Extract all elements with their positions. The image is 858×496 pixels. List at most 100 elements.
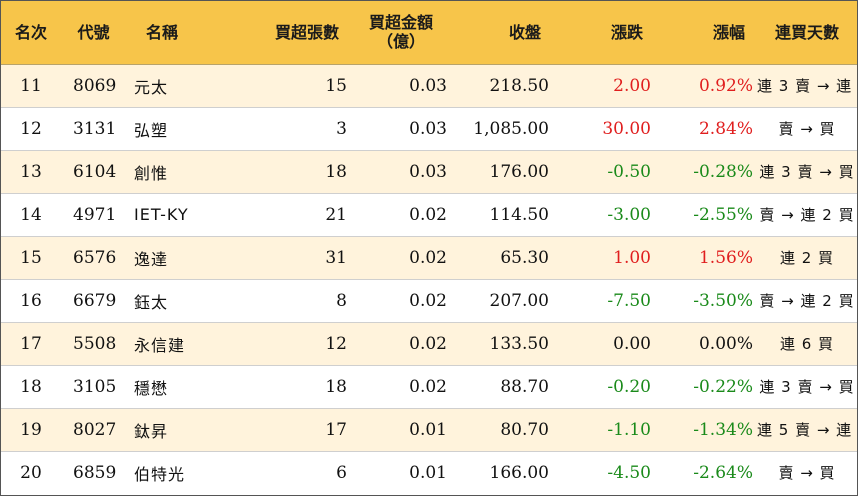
- cell-amount: 0.01: [409, 462, 447, 483]
- cell-volume: 31: [234, 236, 351, 280]
- cell-amount: 0.02: [351, 322, 451, 366]
- cell-amount: 0.01: [351, 408, 451, 452]
- table-body: 11 8069 元太 15 0.03 218.50 2.00 0.92% 連 3…: [1, 64, 858, 494]
- cell-rank: 13: [1, 150, 61, 194]
- cell-amount: 0.03: [351, 150, 451, 194]
- cell-pct: -2.55%: [655, 193, 757, 237]
- cell-change: 2.00: [553, 64, 655, 108]
- cell-volume: 6: [336, 462, 347, 483]
- cell-name: 元太: [126, 64, 234, 108]
- cell-volume: 12: [234, 322, 351, 366]
- cell-rank: 15: [1, 236, 61, 280]
- cell-rank: 18: [1, 365, 61, 409]
- header-days: 連買天數: [757, 1, 857, 65]
- cell-code: 6679: [61, 279, 126, 323]
- cell-close: 218.50: [451, 64, 553, 108]
- cell-volume: 17: [234, 408, 351, 452]
- cell-close: 176.00: [451, 150, 553, 194]
- header-code: 代號: [61, 1, 126, 65]
- cell-pct: 2.84%: [655, 107, 757, 151]
- cell-code: 8069: [61, 64, 126, 108]
- table-row: 20 6859 伯特光 6 0.01 166.00 -4.50 -2.64% 賣…: [1, 451, 857, 494]
- cell-close: 65.30: [451, 236, 553, 280]
- table-row: 19 8027 鈦昇 17 0.01 80.70 -1.10 -1.34% 連 …: [1, 408, 858, 452]
- cell-volume: 3: [234, 107, 351, 151]
- cell-name: 永信建: [126, 322, 234, 366]
- cell-close: 133.50: [451, 322, 553, 366]
- cell-volume: 18: [234, 150, 351, 194]
- cell-pct: 1.56%: [655, 236, 757, 280]
- cell-amount: 0.02: [351, 236, 451, 280]
- header-amount-line1: 買超金額: [368, 13, 433, 33]
- table-row: 14 4971 IET-KY 21 0.02 114.50 -3.00 -2.5…: [1, 193, 857, 237]
- cell-pct: -0.28%: [655, 150, 757, 194]
- cell-close: 207.00: [451, 279, 553, 323]
- cell-change: -0.20: [553, 365, 655, 409]
- cell-code: 3131: [61, 107, 126, 151]
- cell-days: 連 5 賣 → 連 2 買: [757, 408, 858, 452]
- cell-amount: 0.03: [351, 107, 451, 151]
- header-change: 漲跌: [553, 1, 655, 65]
- cell-rank: 11: [1, 64, 61, 108]
- cell-name: 逸達: [126, 236, 234, 280]
- table-row: 15 6576 逸達 31 0.02 65.30 1.00 1.56% 連 2 …: [1, 236, 857, 280]
- cell-amount: 0.02: [351, 365, 451, 409]
- cell-pct: -3.50%: [655, 279, 757, 323]
- cell-close: 88.70: [451, 365, 553, 409]
- cell-pct: -1.34%: [655, 408, 757, 452]
- cell-close: 166.00: [489, 462, 549, 483]
- cell-name: 弘塑: [126, 107, 234, 151]
- cell-days: 賣 → 連 2 買: [757, 279, 857, 323]
- cell-change: 0.00: [553, 322, 655, 366]
- cell-rank: 19: [1, 408, 61, 452]
- cell-days: 賣 → 買: [778, 464, 836, 483]
- cell-days: 連 3 賣 → 買: [757, 365, 857, 409]
- cell-name: 鈦昇: [126, 408, 234, 452]
- cell-name: 創惟: [126, 150, 234, 194]
- cell-volume: 18: [234, 365, 351, 409]
- cell-rank: 16: [1, 279, 61, 323]
- cell-days: 連 3 賣 → 買: [757, 150, 857, 194]
- cell-name: 伯特光: [134, 464, 186, 484]
- cell-code: 6859: [73, 462, 117, 483]
- cell-change: -0.50: [553, 150, 655, 194]
- cell-rank: 17: [1, 322, 61, 366]
- table-row: 11 8069 元太 15 0.03 218.50 2.00 0.92% 連 3…: [1, 64, 858, 108]
- cell-change: 1.00: [553, 236, 655, 280]
- header-pct: 漲幅: [655, 1, 757, 65]
- cell-code: 6576: [61, 236, 126, 280]
- cell-days: 連 3 賣 → 連 9 買: [757, 64, 858, 108]
- cell-amount: 0.02: [351, 193, 451, 237]
- cell-name: IET-KY: [126, 193, 234, 237]
- cell-volume: 21: [234, 193, 351, 237]
- header-volume: 買超張數: [234, 1, 351, 65]
- cell-days: 賣 → 連 2 買: [757, 193, 857, 237]
- table-row: 12 3131 弘塑 3 0.03 1,085.00 30.00 2.84% 賣…: [1, 107, 857, 151]
- cell-pct: 0.00%: [655, 322, 757, 366]
- cell-close: 1,085.00: [451, 107, 553, 151]
- cell-days: 賣 → 買: [757, 107, 857, 151]
- header-rank: 名次: [1, 1, 61, 65]
- table-row: 13 6104 創惟 18 0.03 176.00 -0.50 -0.28% 連…: [1, 150, 857, 194]
- cell-close: 114.50: [451, 193, 553, 237]
- cell-volume: 8: [234, 279, 351, 323]
- table-row: 18 3105 穩懋 18 0.02 88.70 -0.20 -0.22% 連 …: [1, 365, 857, 409]
- cell-code: 8027: [61, 408, 126, 452]
- cell-code: 3105: [61, 365, 126, 409]
- cell-change: 30.00: [553, 107, 655, 151]
- cell-rank: 14: [1, 193, 61, 237]
- header-name: 名稱: [126, 1, 234, 65]
- cell-amount: 0.02: [351, 279, 451, 323]
- table-row: 16 6679 鈺太 8 0.02 207.00 -7.50 -3.50% 賣 …: [1, 279, 857, 323]
- header-amount: 買超金額 （億）: [351, 1, 451, 65]
- cell-rank: 12: [1, 107, 61, 151]
- cell-volume: 15: [234, 64, 351, 108]
- cell-pct: -0.22%: [655, 365, 757, 409]
- cell-amount: 0.03: [351, 64, 451, 108]
- cell-code: 5508: [61, 322, 126, 366]
- cell-close: 80.70: [451, 408, 553, 452]
- cell-name: 鈺太: [126, 279, 234, 323]
- header-close: 收盤: [451, 1, 553, 65]
